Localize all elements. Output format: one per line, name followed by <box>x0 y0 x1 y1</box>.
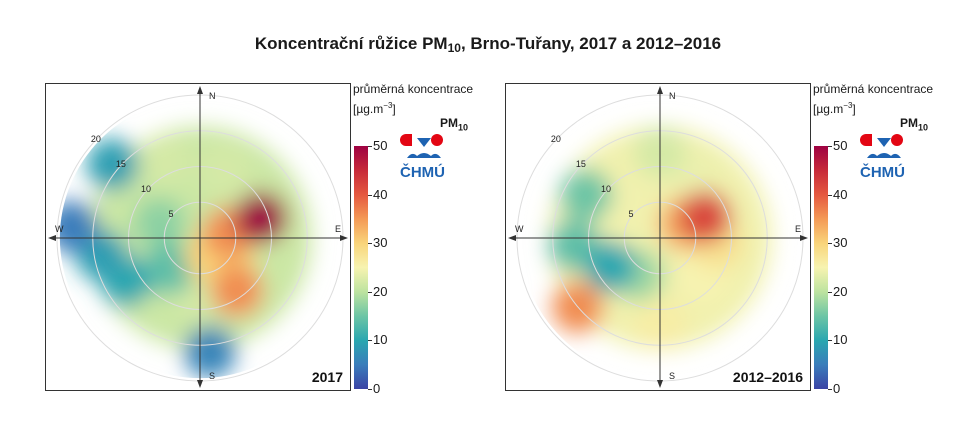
chmu-logo-icon <box>400 134 443 158</box>
radial-tick-label: 10 <box>601 184 611 194</box>
panel-label: 2012–2016 <box>733 369 803 385</box>
legend-pollutant: PM10 <box>900 116 929 133</box>
radial-tick-label: 15 <box>576 159 586 169</box>
arrow-south <box>197 380 203 388</box>
arrow-south <box>657 380 663 388</box>
legend-title: průměrná koncentrace <box>353 82 474 96</box>
legend-pollutant: PM10 <box>440 116 469 133</box>
legend-2012-2016: průměrná koncentrace [µg.m−3] PM10 ČHMÚ … <box>813 82 973 402</box>
colorbar-tick-label: 40 <box>833 186 848 202</box>
colorbar-tick-label: 20 <box>373 283 388 299</box>
legend-2017: průměrná koncentrace [µg.m−3] PM10 ČHMÚ … <box>353 82 513 402</box>
arrow-north <box>197 86 203 94</box>
radial-tick-label: 20 <box>91 134 101 144</box>
legend-unit: [µg.m−3] <box>813 101 856 116</box>
colorbar-tick-label: 10 <box>373 332 388 348</box>
colorbar-tick-label: 40 <box>373 186 388 202</box>
heat-hotspot <box>235 192 288 245</box>
direction-label-s: S <box>209 371 215 381</box>
colorbar-tick-mark <box>828 340 832 342</box>
direction-label-w: W <box>55 224 64 234</box>
heat-hotspot <box>584 240 637 293</box>
colorbar-tick-mark <box>828 194 832 196</box>
radial-tick-label: 15 <box>116 159 126 169</box>
direction-label-e: E <box>795 224 801 234</box>
direction-label-w: W <box>515 224 524 234</box>
colorbar-tick-label: 30 <box>373 235 388 251</box>
radial-tick-label: 20 <box>551 134 561 144</box>
heat-hotspot <box>183 325 236 378</box>
colorbar <box>354 146 368 389</box>
heat-hotspot <box>86 138 139 191</box>
heat-hotspot <box>133 197 186 250</box>
concentration-rose-2012-2016: 5 10 15 20 N E S W 2012–2016 <box>505 83 811 391</box>
radial-tick-label: 5 <box>168 209 173 219</box>
colorbar-tick-mark <box>368 389 372 390</box>
colorbar-tick-label: 10 <box>833 332 848 348</box>
radial-tick-label: 10 <box>141 184 151 194</box>
direction-label-n: N <box>209 91 216 101</box>
arrow-west <box>48 235 56 241</box>
heat-hotspot <box>143 242 196 295</box>
arrow-west <box>508 235 516 241</box>
heat-hotspot <box>59 200 98 253</box>
arrow-east <box>800 235 808 241</box>
panel-label: 2017 <box>312 369 343 385</box>
chmu-logo-text: ČHMÚ <box>860 164 905 181</box>
colorbar-tick-mark <box>828 291 832 293</box>
colorbar-tick-label: 0 <box>833 381 841 396</box>
colorbar-tick-mark <box>828 389 832 390</box>
colorbar-tick-mark <box>368 146 372 147</box>
radial-tick-label: 5 <box>628 209 633 219</box>
legend-unit: [µg.m−3] <box>353 101 396 116</box>
chart-title: Koncentrační růžice PM10, Brno-Tuřany, 2… <box>254 34 722 55</box>
heat-hotspot <box>210 264 263 317</box>
colorbar-tick-mark <box>368 340 372 342</box>
colorbar-tick-mark <box>368 243 372 245</box>
colorbar-tick-label: 20 <box>833 283 848 299</box>
colorbar-tick-mark <box>368 291 372 293</box>
heat-hotspot <box>137 134 190 187</box>
heat-hotspot <box>679 190 732 243</box>
colorbar-tick-label: 0 <box>373 381 381 396</box>
direction-label-n: N <box>669 91 676 101</box>
colorbar-tick-label: 30 <box>833 235 848 251</box>
direction-label-e: E <box>335 224 341 234</box>
arrow-east <box>340 235 348 241</box>
chmu-logo-icon <box>860 134 903 158</box>
chmu-logo-text: ČHMÚ <box>400 164 445 181</box>
colorbar-tick-label: 50 <box>833 138 848 153</box>
colorbar-tick-label: 50 <box>373 138 388 153</box>
colorbar-tick-mark <box>368 194 372 196</box>
direction-label-s: S <box>669 371 675 381</box>
colorbar-tick-mark <box>828 243 832 245</box>
colorbar-tick-mark <box>828 146 832 147</box>
arrow-north <box>657 86 663 94</box>
concentration-rose-2017: 5 10 15 20 N E S W 2017 <box>45 83 351 391</box>
heat-hotspot <box>559 169 612 222</box>
legend-title: průměrná koncentrace <box>813 82 934 96</box>
colorbar <box>814 146 828 389</box>
